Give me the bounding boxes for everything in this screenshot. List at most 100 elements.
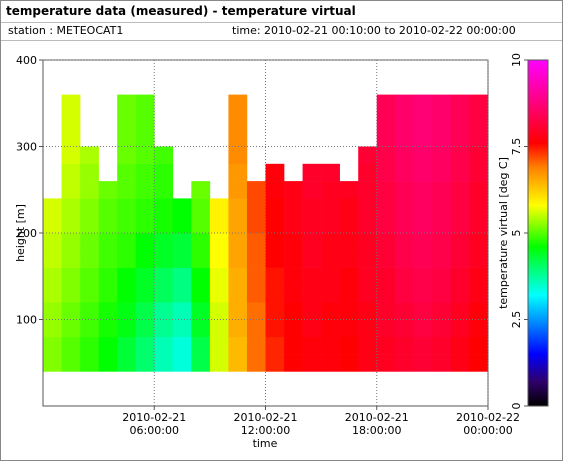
heat-cell (80, 198, 99, 216)
heat-cell (117, 336, 137, 355)
heat-cell (154, 284, 174, 303)
heat-cell (284, 319, 303, 338)
heat-cell (302, 354, 322, 372)
heat-cell (358, 215, 378, 234)
heat-cell (61, 319, 81, 338)
heat-cell (117, 111, 137, 130)
x-axis-label: time (253, 437, 278, 450)
heat-cell (61, 302, 81, 320)
heat-cell (376, 284, 396, 303)
heat-cell (246, 198, 266, 216)
heat-cell (80, 336, 99, 355)
heat-cell (135, 336, 155, 355)
heat-cell (117, 319, 137, 338)
heat-cell (98, 302, 118, 320)
colorbar-tick-label: 10 (510, 53, 523, 67)
colorbar (527, 59, 549, 407)
heat-cell (376, 163, 396, 182)
heat-cell (376, 181, 396, 199)
heat-cell (98, 198, 118, 216)
heat-cell (469, 198, 489, 216)
heat-cell (469, 94, 489, 113)
heat-cell (469, 163, 489, 182)
heat-cell (191, 319, 211, 338)
heat-cell (358, 163, 378, 182)
heat-cell (376, 129, 396, 147)
heat-cell (358, 302, 378, 320)
heat-cell (395, 284, 415, 303)
heat-cell (172, 354, 192, 372)
heat-cell (284, 336, 303, 355)
heat-cell (135, 250, 155, 268)
heat-cell (265, 267, 285, 286)
heat-cell (376, 336, 396, 355)
heat-cell (413, 198, 433, 216)
x-tick-label: 2010-02-21 06:00:00 (122, 411, 187, 437)
heat-cell (358, 146, 378, 165)
heat-cell (395, 336, 415, 355)
heat-cell (469, 250, 489, 268)
heat-cell (432, 163, 452, 182)
heat-cell (98, 336, 118, 355)
heat-cell (228, 284, 248, 303)
colorbar-label: temperature virtual [deg C] (497, 157, 510, 309)
heat-cell (432, 215, 452, 234)
heat-cell (228, 111, 248, 130)
heat-cell (469, 354, 489, 372)
heat-cell (98, 319, 118, 338)
heat-cell (395, 181, 415, 199)
heat-cell (321, 267, 340, 286)
heat-cell (135, 146, 155, 165)
heat-cell (284, 302, 303, 320)
heat-cell (98, 284, 118, 303)
heat-cell (358, 354, 378, 372)
heat-cell (413, 129, 433, 147)
heat-cell (450, 198, 470, 216)
heat-cell (172, 250, 192, 268)
heat-cell (135, 267, 155, 286)
heat-cell (469, 146, 489, 165)
heat-cell (191, 302, 211, 320)
heat-cell (135, 284, 155, 303)
heat-cell (246, 215, 266, 234)
heat-cell (80, 181, 99, 199)
heat-cell (135, 181, 155, 199)
heat-cell (265, 181, 285, 199)
heat-cell (469, 215, 489, 234)
heat-cell (154, 302, 174, 320)
heat-cell (43, 250, 62, 268)
heat-cell (43, 198, 62, 216)
heat-cell (302, 181, 322, 199)
heat-cell (376, 215, 396, 234)
heat-cell (339, 336, 359, 355)
heat-cell (358, 319, 378, 338)
heat-cell (432, 319, 452, 338)
heat-cell (117, 250, 137, 268)
heat-cell (98, 181, 118, 199)
heat-cell (117, 94, 137, 113)
heat-cell (191, 267, 211, 286)
heat-cell (135, 233, 155, 251)
heat-cell (395, 146, 415, 165)
colorbar-tick-label: 7.5 (510, 138, 523, 156)
heat-cell (358, 250, 378, 268)
heat-cell (154, 319, 174, 338)
heat-cell (284, 181, 303, 199)
heat-cell (284, 284, 303, 303)
heat-cell (172, 215, 192, 234)
heat-cell (395, 94, 415, 113)
y-tick-label: 300 (16, 141, 37, 154)
heat-cell (450, 267, 470, 286)
heat-cell (117, 129, 137, 147)
heat-cell (265, 302, 285, 320)
heat-cell (43, 336, 62, 355)
heat-cell (246, 250, 266, 268)
heat-cell (395, 215, 415, 234)
heat-cell (61, 336, 81, 355)
heat-cell (117, 181, 137, 199)
heat-cell (228, 198, 248, 216)
heat-cell (191, 354, 211, 372)
time-range: time: 2010-02-21 00:10:00 to 2010-02-22 … (232, 24, 516, 37)
heat-cell (265, 336, 285, 355)
heat-cell (413, 181, 433, 199)
